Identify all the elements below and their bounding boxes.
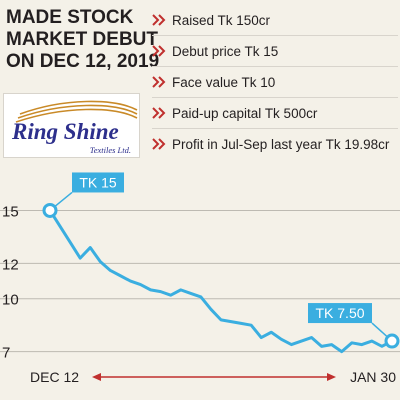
y-tick-label: 15 bbox=[2, 203, 19, 220]
y-tick-label: 7 bbox=[2, 345, 10, 362]
logo-text: Ring Shine bbox=[11, 119, 119, 144]
headline-line: ON DEC 12, 2019 bbox=[6, 51, 160, 72]
fact-text: Paid-up capital Tk 500cr bbox=[172, 105, 318, 121]
x-end-label: JAN 30 bbox=[350, 369, 396, 385]
double-chevron-icon bbox=[152, 14, 166, 26]
double-chevron-icon bbox=[152, 76, 166, 88]
y-tick-label: 10 bbox=[2, 292, 19, 309]
facts-list: Raised Tk 150cr Debut price Tk 15 Face v… bbox=[152, 5, 398, 159]
fact-text: Debut price Tk 15 bbox=[172, 43, 279, 59]
x-start-label: DEC 12 bbox=[30, 369, 79, 385]
annotation-box bbox=[72, 172, 124, 193]
headline: MADE STOCK MARKET DEBUT ON DEC 12, 2019 bbox=[6, 7, 160, 73]
price-line-chart: 7 10 12 15 TK 15 TK 7.50 DEC 12 JAN 30 bbox=[0, 172, 400, 385]
logo-subtext: Textiles Ltd. bbox=[90, 145, 131, 155]
data-point-marker bbox=[42, 202, 58, 218]
fact-item: Raised Tk 150cr bbox=[152, 5, 398, 36]
ring-shine-logo: Ring Shine Textiles Ltd. bbox=[3, 93, 140, 158]
fact-item: Face value Tk 10 bbox=[152, 67, 398, 98]
annotation-box bbox=[308, 303, 372, 324]
headline-line: MADE STOCK bbox=[6, 7, 134, 28]
series-line bbox=[48, 209, 393, 354]
arrow-head-right bbox=[327, 373, 336, 381]
annotation-label: TK 7.50 bbox=[315, 305, 364, 321]
double-chevron-icon bbox=[152, 138, 166, 150]
fact-text: Face value Tk 10 bbox=[172, 74, 276, 90]
fact-text: Raised Tk 150cr bbox=[172, 12, 271, 28]
arrow-head-left bbox=[92, 373, 101, 381]
fact-item: Debut price Tk 15 bbox=[152, 36, 398, 67]
fact-text: Profit in Jul-Sep last year Tk 19.98cr bbox=[172, 136, 390, 152]
double-chevron-icon bbox=[152, 107, 166, 119]
double-chevron-icon bbox=[152, 45, 166, 57]
fact-item: Paid-up capital Tk 500cr bbox=[152, 98, 398, 129]
data-point-marker bbox=[384, 333, 400, 349]
headline-line: MARKET DEBUT bbox=[6, 29, 158, 50]
annotation-label: TK 15 bbox=[79, 174, 117, 190]
y-tick-label: 12 bbox=[2, 256, 19, 273]
fact-item: Profit in Jul-Sep last year Tk 19.98cr bbox=[152, 129, 398, 159]
logo-graphic: Ring Shine Textiles Ltd. bbox=[11, 100, 138, 155]
